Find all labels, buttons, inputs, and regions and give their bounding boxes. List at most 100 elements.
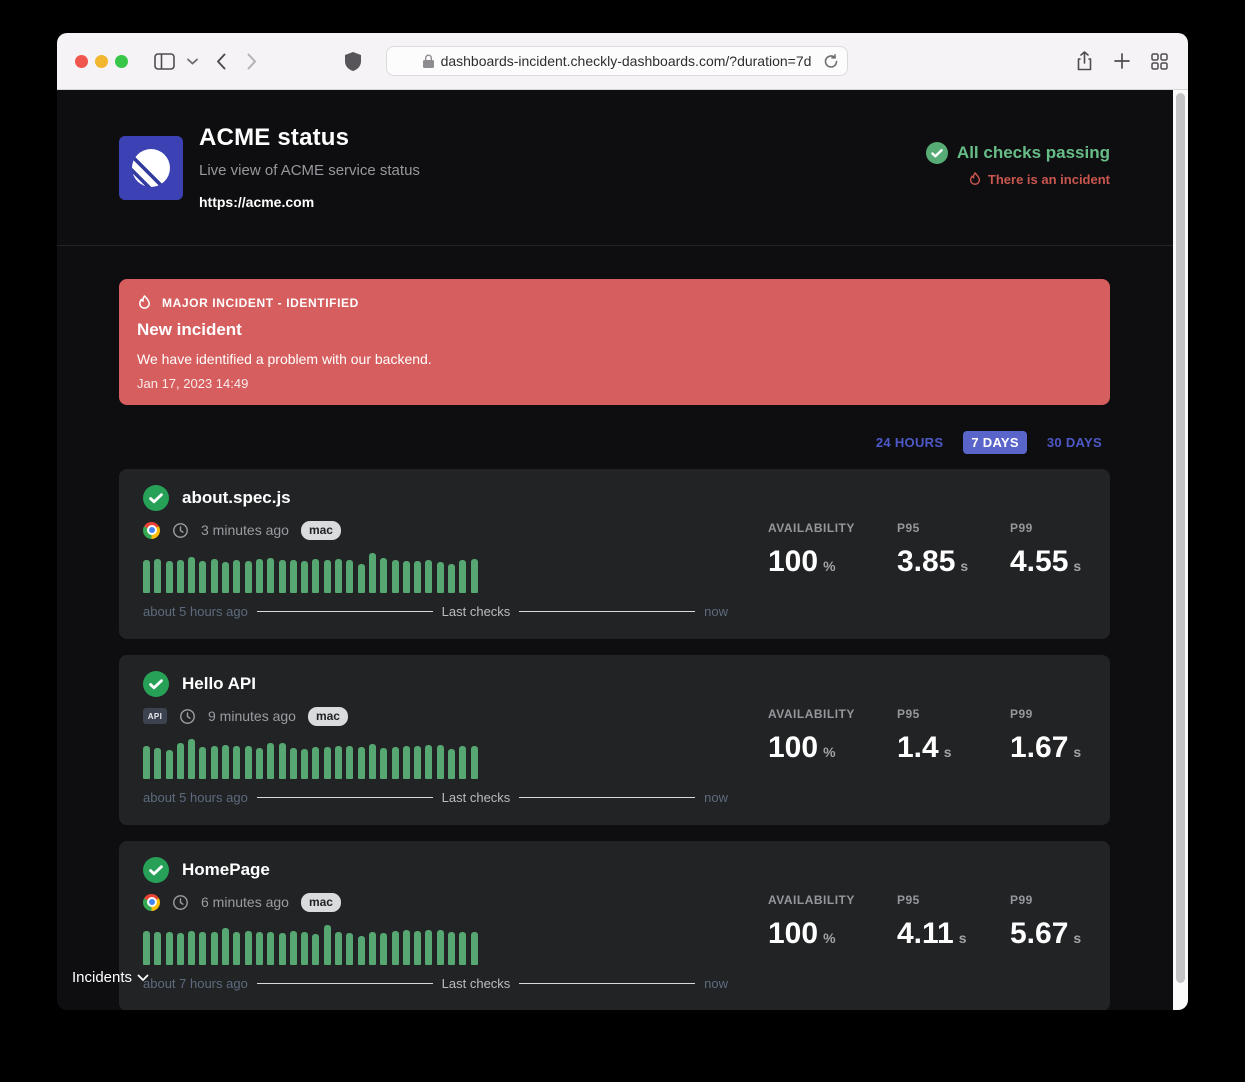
check-result-bar bbox=[267, 743, 275, 779]
check-result-bar bbox=[278, 933, 286, 965]
check-result-bar bbox=[425, 745, 433, 779]
acme-logo bbox=[119, 136, 183, 200]
url-bar[interactable]: dashboards-incident.checkly-dashboards.c… bbox=[386, 46, 848, 76]
check-results-bar-chart[interactable] bbox=[143, 553, 478, 593]
chevron-left-icon bbox=[216, 53, 226, 70]
last-run-time: 3 minutes ago bbox=[201, 522, 289, 538]
check-name: Hello API bbox=[182, 674, 256, 693]
browser-toolbar: dashboards-incident.checkly-dashboards.c… bbox=[57, 33, 1188, 90]
check-result-bar bbox=[165, 561, 173, 593]
check-result-bar bbox=[289, 560, 297, 593]
availability-label: AVAILABILITY bbox=[768, 521, 855, 535]
timeline-label: Last checks bbox=[441, 976, 511, 991]
timeline-divider bbox=[256, 983, 433, 984]
check-result-bar bbox=[143, 560, 150, 593]
incident-timestamp: Jan 17, 2023 14:49 bbox=[137, 376, 249, 391]
share-icon bbox=[1076, 51, 1093, 71]
check-result-bar bbox=[255, 748, 263, 779]
check-result-bar bbox=[233, 746, 241, 779]
check-result-bar bbox=[391, 931, 399, 965]
timeline-divider bbox=[256, 611, 433, 612]
scrollbar-thumb[interactable] bbox=[1176, 93, 1185, 983]
check-result-bar bbox=[459, 560, 467, 593]
timeline-end: now bbox=[704, 604, 729, 619]
check-result-bar bbox=[391, 560, 399, 593]
check-result-bar bbox=[436, 930, 444, 965]
location-badge: mac bbox=[307, 706, 348, 726]
check-result-bar bbox=[165, 932, 173, 965]
p99-value: 1.67 bbox=[1010, 731, 1069, 764]
incident-link[interactable]: There is an incident bbox=[968, 171, 1110, 187]
check-result-bar bbox=[368, 932, 376, 965]
privacy-report-button[interactable] bbox=[345, 51, 361, 71]
check-result-bar bbox=[380, 748, 388, 779]
scrollbar-track[interactable] bbox=[1173, 90, 1188, 1010]
p95-value: 3.85 bbox=[897, 545, 956, 578]
check-results-bar-chart[interactable] bbox=[143, 925, 478, 965]
tab-group-menu-button[interactable] bbox=[187, 58, 198, 65]
check-result-bar bbox=[267, 932, 275, 965]
chevron-down-icon bbox=[137, 974, 149, 982]
close-window-button[interactable] bbox=[75, 54, 88, 68]
shield-icon bbox=[345, 51, 361, 71]
tab-30-days[interactable]: 30 DAYS bbox=[1039, 431, 1110, 454]
last-run-time: 6 minutes ago bbox=[201, 894, 289, 910]
check-result-bar bbox=[176, 743, 184, 779]
availability-value: 100 bbox=[768, 731, 819, 764]
p95-unit: s bbox=[958, 930, 967, 946]
check-result-bar bbox=[154, 748, 162, 779]
reload-button[interactable] bbox=[824, 53, 838, 69]
page-subtitle: Live view of ACME service status bbox=[199, 162, 420, 179]
forward-button[interactable] bbox=[247, 53, 257, 70]
check-result-bar bbox=[368, 744, 376, 779]
check-result-bar bbox=[436, 745, 444, 779]
status-passing: All checks passing bbox=[925, 142, 1110, 164]
incident-title: New incident bbox=[137, 320, 242, 339]
p95-label: P95 bbox=[897, 893, 920, 907]
check-result-bar bbox=[357, 936, 365, 965]
site-link[interactable]: https://acme.com bbox=[199, 194, 315, 210]
check-results-bar-chart[interactable] bbox=[143, 739, 478, 779]
new-tab-button[interactable] bbox=[1114, 53, 1130, 69]
tab-7-days[interactable]: 7 DAYS bbox=[963, 431, 1027, 454]
chrome-browser-icon bbox=[143, 521, 160, 539]
check-result-bar bbox=[278, 743, 286, 779]
check-result-bar bbox=[346, 933, 354, 965]
zoom-window-button[interactable] bbox=[115, 54, 128, 68]
p99-label: P99 bbox=[1010, 521, 1033, 535]
chart-timeline: about 5 hours ago Last checks now bbox=[143, 604, 728, 619]
timeline-label: Last checks bbox=[441, 790, 511, 805]
check-result-bar bbox=[448, 932, 456, 965]
status-passing-label: All checks passing bbox=[956, 143, 1110, 162]
flame-icon bbox=[137, 294, 152, 311]
tab-24-hours[interactable]: 24 HOURS bbox=[868, 431, 951, 454]
check-result-bar bbox=[143, 746, 150, 779]
minimize-window-button[interactable] bbox=[95, 54, 108, 68]
check-result-bar bbox=[335, 932, 343, 965]
check-result-bar bbox=[233, 560, 241, 593]
chrome-browser-icon bbox=[143, 893, 160, 911]
check-success-icon bbox=[143, 485, 169, 511]
incidents-toggle[interactable]: Incidents bbox=[72, 969, 149, 986]
check-card-about-spec-js: about.spec.js 3 minutes ago mac about 5 … bbox=[119, 469, 1110, 639]
availability-unit: % bbox=[823, 930, 836, 946]
check-result-bar bbox=[425, 560, 433, 593]
check-card-homepage: HomePage 6 minutes ago mac about 7 hours… bbox=[119, 841, 1110, 1010]
incident-link-label: There is an incident bbox=[987, 171, 1110, 187]
back-button[interactable] bbox=[216, 53, 226, 70]
check-result-bar bbox=[414, 746, 422, 779]
location-badge: mac bbox=[300, 520, 341, 540]
location-badge: mac bbox=[300, 892, 341, 912]
check-result-bar bbox=[233, 932, 241, 965]
grid-icon bbox=[1151, 52, 1168, 70]
check-result-bar bbox=[289, 931, 297, 965]
share-button[interactable] bbox=[1076, 51, 1093, 71]
check-result-bar bbox=[165, 750, 173, 779]
check-result-bar bbox=[448, 749, 456, 779]
tab-overview-button[interactable] bbox=[1151, 52, 1168, 70]
check-result-bar bbox=[459, 746, 467, 779]
clock-icon bbox=[172, 894, 189, 911]
check-result-bar bbox=[414, 931, 422, 965]
p99-unit: s bbox=[1073, 744, 1082, 760]
sidebar-toggle-button[interactable] bbox=[154, 52, 175, 70]
